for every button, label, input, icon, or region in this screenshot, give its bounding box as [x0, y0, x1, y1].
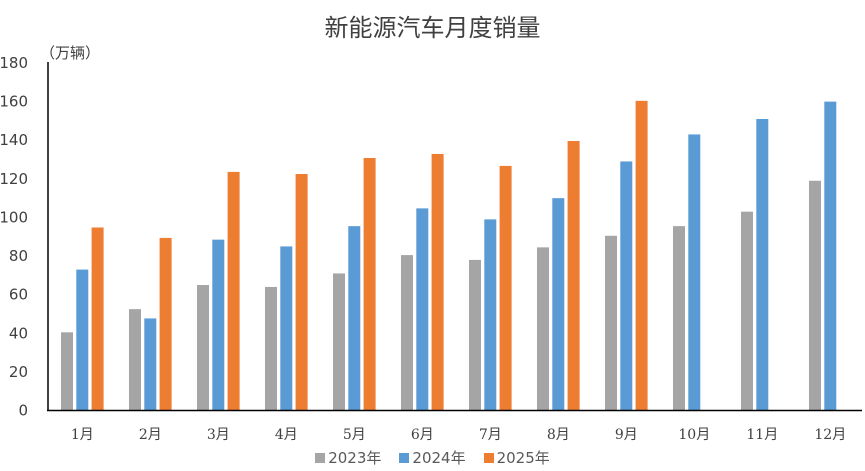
y-tick-label: 20 [9, 363, 28, 381]
x-tick-label: 7月 [479, 427, 502, 443]
bar-2023年-11月 [741, 211, 753, 411]
bar-2024年-11月 [756, 118, 769, 411]
legend-item-2025: 2025年 [483, 447, 550, 468]
bar-2024年-12月 [824, 101, 837, 411]
bar-2024年-7月 [484, 219, 497, 411]
bar-2024年-6月 [416, 208, 429, 411]
legend-item-2024: 2024年 [399, 447, 466, 468]
y-tick-label: 120 [0, 170, 28, 188]
bar-2023年-9月 [605, 235, 617, 411]
bar-2024年-10月 [688, 134, 701, 411]
bar-2025年-3月 [227, 171, 240, 411]
y-tick-label: 160 [0, 93, 28, 111]
x-tick-label: 6月 [411, 427, 434, 443]
chart-title: 新能源汽车月度销量 [324, 14, 541, 42]
bar-2025年-7月 [499, 165, 512, 411]
bar-2023年-1月 [61, 332, 73, 411]
x-tick-label: 11月 [746, 427, 778, 443]
x-tick-label: 8月 [547, 427, 570, 443]
x-tick-label: 5月 [343, 427, 366, 443]
x-tick-label: 10月 [678, 427, 710, 443]
bar-2025年-2月 [159, 237, 172, 411]
bar-2024年-8月 [552, 198, 565, 411]
y-axis-unit-label: （万辆） [40, 44, 101, 62]
bar-2023年-10月 [673, 226, 685, 411]
bar-2023年-6月 [401, 255, 413, 411]
bar-2025年-1月 [91, 227, 104, 411]
bar-2024年-2月 [144, 318, 157, 411]
bar-2023年-3月 [197, 285, 209, 411]
y-tick-label: 100 [0, 208, 28, 226]
bar-2025年-4月 [295, 174, 308, 411]
y-tick-label: 60 [9, 286, 28, 304]
bar-2024年-4月 [280, 246, 293, 411]
bar-2023年-8月 [537, 247, 549, 411]
bar-2024年-9月 [620, 161, 633, 411]
bar-2024年-3月 [212, 239, 225, 411]
legend-label-2024: 2024年 [412, 449, 466, 467]
chart-legend: 2023年 2024年 2025年 [0, 447, 865, 468]
x-tick-label: 12月 [814, 427, 846, 443]
bar-2023年-5月 [333, 273, 345, 411]
bar-2024年-1月 [76, 269, 89, 411]
y-tick-label: 0 [18, 402, 28, 420]
x-tick-label: 2月 [139, 427, 162, 443]
y-tick-label: 80 [9, 247, 28, 265]
legend-label-2025: 2025年 [496, 449, 550, 467]
x-axis-ticks: 1月 2月 3月 4月 5月 6月 7月 8月 9月 10月 11月 12月 [71, 427, 846, 443]
x-tick-label: 4月 [275, 427, 298, 443]
bar-2024年-5月 [348, 226, 361, 411]
bar-series [61, 100, 837, 411]
bar-2023年-4月 [265, 286, 277, 411]
y-tick-label: 180 [0, 54, 28, 72]
y-axis-ticks: 0 20 40 60 80 100 120 140 160 180 [0, 54, 28, 420]
bar-2023年-12月 [809, 180, 821, 411]
y-tick-label: 140 [0, 131, 28, 149]
bar-2025年-6月 [431, 153, 444, 411]
bar-2025年-5月 [363, 157, 376, 411]
legend-swatch-2024 [399, 452, 410, 463]
legend-item-2023: 2023年 [315, 447, 381, 468]
legend-swatch-2025 [483, 452, 494, 463]
bar-2025年-8月 [567, 140, 580, 411]
x-tick-label: 9月 [615, 427, 638, 443]
legend-swatch-2023 [315, 452, 326, 463]
x-tick-label: 3月 [207, 427, 230, 443]
y-tick-label: 40 [9, 324, 28, 342]
legend-label-2023: 2023年 [328, 449, 382, 467]
bar-2023年-2月 [129, 309, 141, 411]
bar-2023年-7月 [469, 259, 481, 411]
x-tick-label: 1月 [71, 427, 94, 443]
bar-2025年-9月 [635, 100, 648, 411]
